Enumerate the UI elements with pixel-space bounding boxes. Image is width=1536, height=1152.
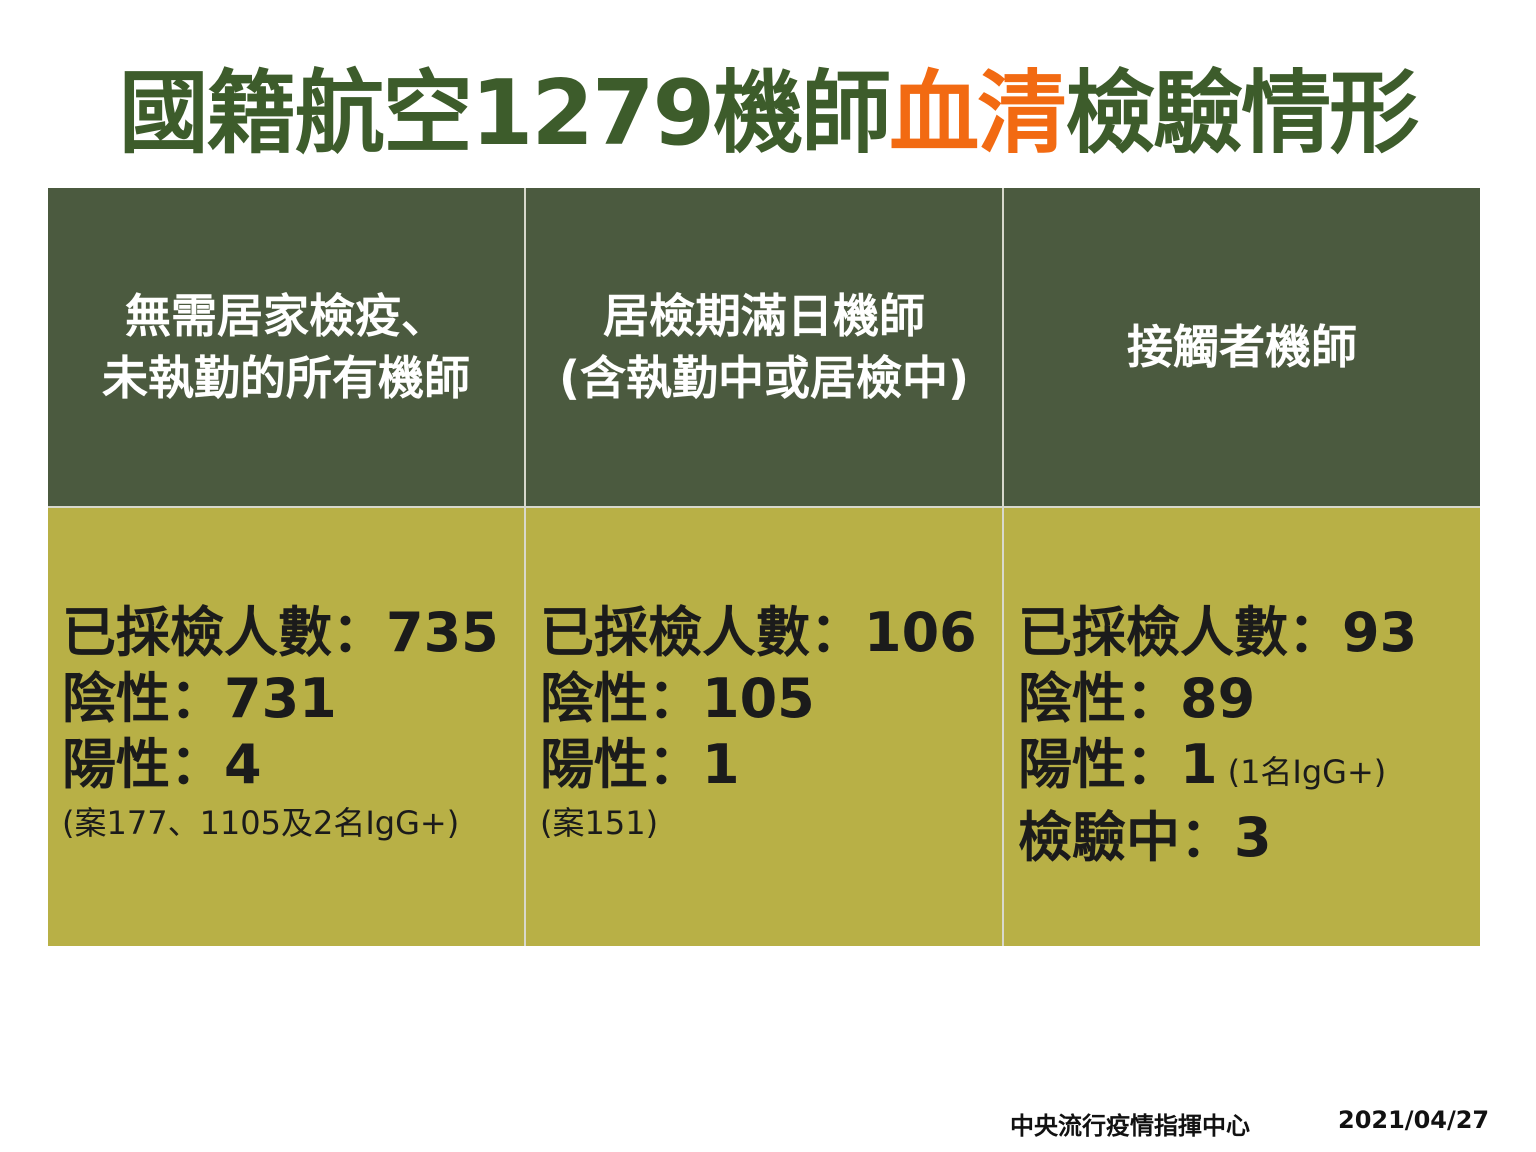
note: (案177、1105及2名IgG+) bbox=[62, 804, 460, 842]
line-text: 陰性：105 bbox=[540, 667, 815, 730]
header-cell: 無需居家檢疫、 未執勤的所有機師 bbox=[48, 188, 524, 506]
line-text: 陽性：4 bbox=[62, 733, 262, 796]
note: (案151) bbox=[540, 804, 659, 842]
footer-source: 中央流行疫情指揮中心 bbox=[1010, 1112, 1250, 1140]
table: 無需居家檢疫、 未執勤的所有機師 居檢期滿日機師 (含執勤中或居檢中) 接觸者機師已採檢… bbox=[48, 188, 1480, 946]
title-highlight: 血清 bbox=[889, 61, 1067, 166]
body-cell: 已採檢人數：106 陰性：105 陽性：1 (案151) bbox=[526, 508, 1002, 946]
header-line: 無需居家檢疫、 bbox=[125, 289, 447, 343]
title: 國籍航空1279機師血清檢驗情形 bbox=[0, 40, 1536, 170]
body-line: 已採檢人數：106 bbox=[540, 600, 1002, 666]
line-suffix: (1名IgG+) bbox=[1227, 753, 1387, 791]
line-text: 陰性：731 bbox=[62, 667, 337, 730]
title-text: 國籍航空1279機師 bbox=[118, 61, 891, 166]
body-line: 已採檢人數：93 bbox=[1018, 600, 1480, 666]
body-cell: 已採檢人數：735 陰性：731 陽性：4 (案177、1105及2名IgG+) bbox=[48, 508, 524, 946]
header-line: 居檢期滿日機師 bbox=[603, 289, 925, 343]
body-line: 陰性：731 bbox=[62, 666, 524, 732]
title-text: 檢驗情形 bbox=[1065, 61, 1419, 166]
header-line: 接觸者機師 bbox=[1127, 320, 1357, 374]
body-line: 陽性：1 (1名IgG+) bbox=[1018, 732, 1480, 805]
body-line: 檢驗中：3 bbox=[1018, 805, 1480, 871]
body-cell: 已採檢人數：93 陰性：89 陽性：1 (1名IgG+) 檢驗中：3 bbox=[1004, 508, 1480, 946]
header-line: (含執勤中或居檢中) bbox=[558, 351, 970, 405]
header-cell: 接觸者機師 bbox=[1004, 188, 1480, 506]
footer-date: 2021/04/27 bbox=[1338, 1106, 1490, 1134]
body-line: 陽性：1 bbox=[540, 732, 1002, 798]
body-line: 已採檢人數：735 bbox=[62, 600, 524, 666]
line-text: 已採檢人數：106 bbox=[540, 601, 977, 664]
line-text: 已採檢人數：93 bbox=[1018, 601, 1418, 664]
body-line: 陽性：4 bbox=[62, 732, 524, 798]
body-line: 陰性：105 bbox=[540, 666, 1002, 732]
body-line: 陰性：89 bbox=[1018, 666, 1480, 732]
header-line: 未執勤的所有機師 bbox=[102, 351, 470, 405]
line-text: 檢驗中：3 bbox=[1018, 806, 1272, 869]
line-text: 陽性：1 bbox=[540, 733, 740, 796]
line-text: 陰性：89 bbox=[1018, 667, 1256, 730]
line-text: 陽性：1 bbox=[1018, 733, 1218, 796]
line-text: 已採檢人數：735 bbox=[62, 601, 499, 664]
header-cell: 居檢期滿日機師 (含執勤中或居檢中) bbox=[526, 188, 1002, 506]
